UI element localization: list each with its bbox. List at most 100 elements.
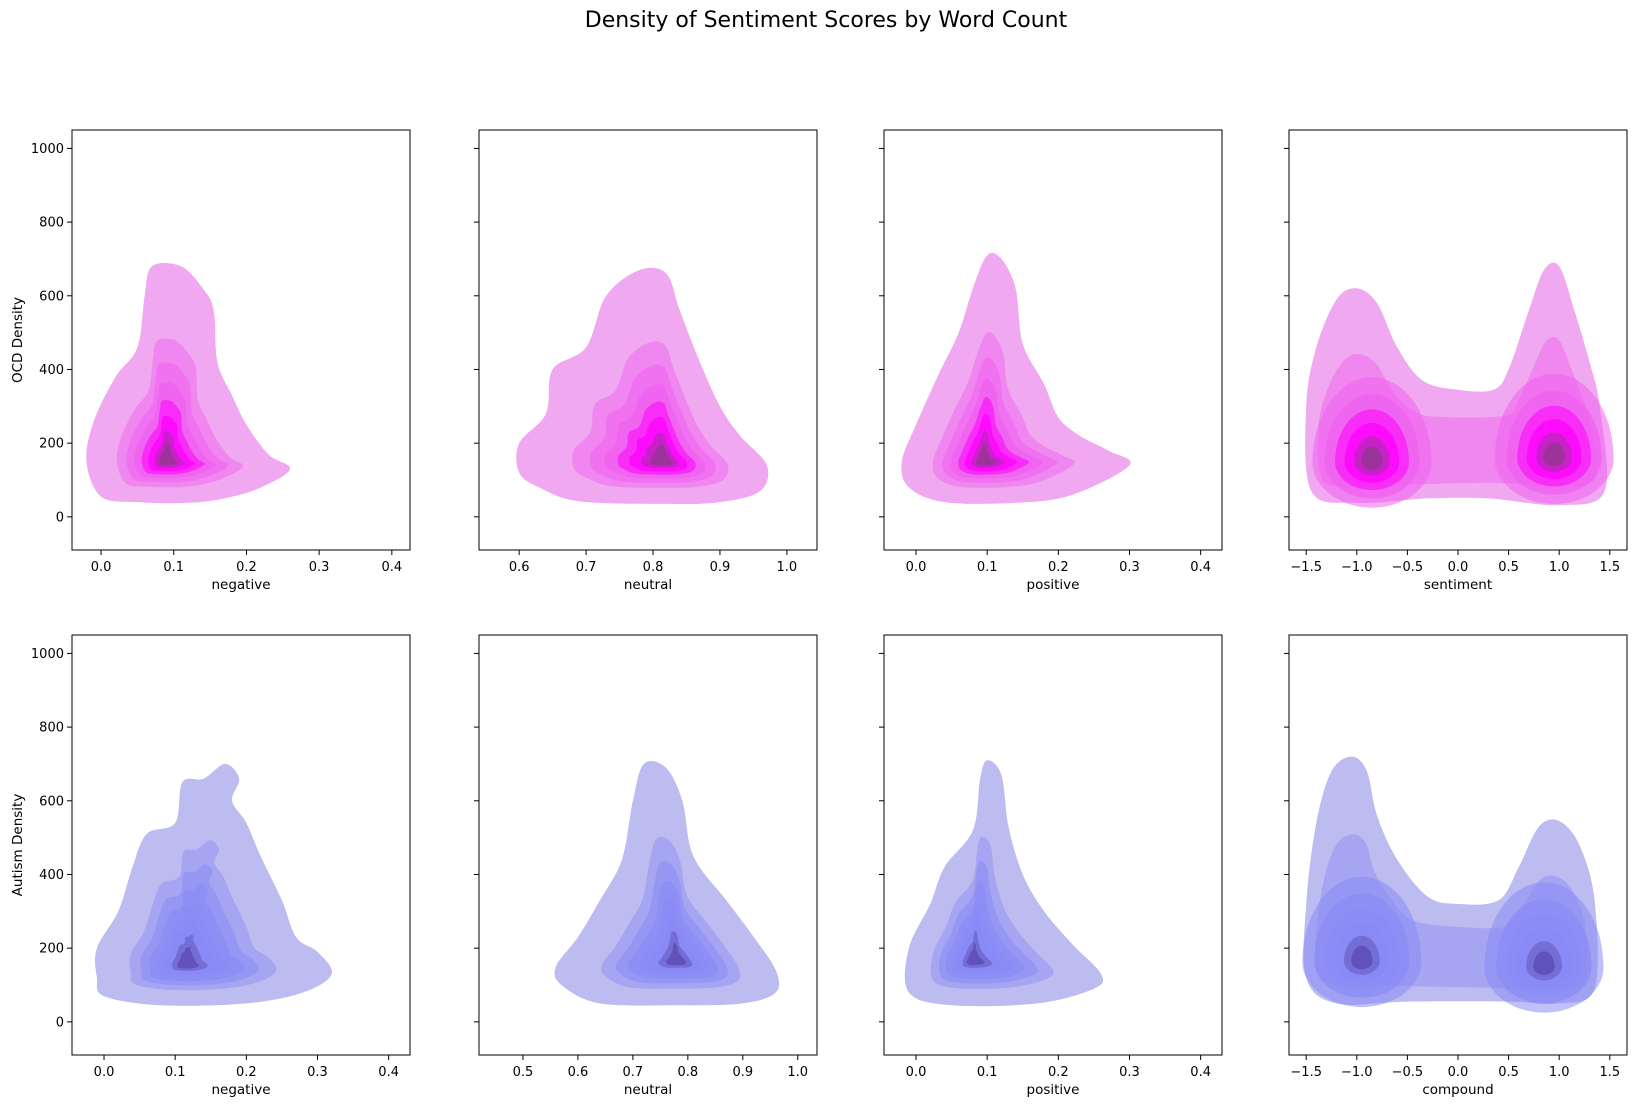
x-tick-label: 0.5 — [513, 1065, 534, 1080]
x-tick-label: 0.5 — [1498, 1065, 1519, 1080]
x-tick-label: 0.2 — [1048, 1065, 1069, 1080]
x-tick-label: 1.0 — [777, 560, 798, 575]
y-tick-label: 800 — [39, 721, 64, 736]
x-axis-label: positive — [1027, 577, 1080, 593]
density-level-8-mode-1 — [1533, 951, 1555, 975]
density-level-6 — [629, 417, 688, 472]
y-axis-label: OCD Density — [10, 297, 26, 383]
y-tick-label: 1000 — [31, 142, 64, 157]
subplot-ocd-negative: 0.0 0.1 0.2 0.3 0.4 0 200 400 600 800 1000 negative… — [10, 129, 411, 593]
y-tick-label: 600 — [39, 794, 64, 809]
density-level-8 — [665, 943, 687, 966]
x-tick-label: 0.1 — [163, 560, 184, 575]
density-contours — [554, 761, 780, 1006]
subplot-ocd-sentiment: −1.5 −1.0 −0.5 0.0 0.5 1.0 1.5 sentiment — [1284, 129, 1628, 593]
x-tick-label: 0.2 — [236, 560, 257, 575]
subplot-autism-negative: 0.0 0.1 0.2 0.3 0.4 0 200 400 600 800 1000 negative… — [10, 634, 411, 1098]
subplot-autism-neutral: 0.5 0.6 0.7 0.8 0.9 1.0 neutral — [474, 634, 818, 1098]
x-tick-label: 0.0 — [1448, 1065, 1469, 1080]
density-level-8 — [649, 444, 673, 466]
axes-frame — [478, 129, 818, 551]
x-tick-label: −0.5 — [1392, 1065, 1424, 1080]
x-tick-label: −1.0 — [1341, 1065, 1373, 1080]
axes-frame — [883, 129, 1223, 551]
x-tick-label: 0.7 — [576, 560, 597, 575]
x-tick-label: 0.2 — [1048, 560, 1069, 575]
subplot-ocd-positive: 0.0 0.1 0.2 0.3 0.4 positive — [879, 129, 1223, 593]
density-level-8 — [177, 946, 200, 969]
x-axis-label: sentiment — [1424, 577, 1492, 593]
x-axis-label: negative — [211, 1082, 270, 1098]
density-contours — [94, 763, 333, 1006]
x-tick-label: 0.8 — [643, 560, 664, 575]
axes-frame — [71, 129, 411, 551]
x-tick-label: −1.5 — [1290, 1065, 1322, 1080]
density-level-6 — [148, 415, 195, 472]
y-tick-label: 200 — [39, 942, 64, 957]
x-tick-label: 0.3 — [1119, 560, 1140, 575]
y-tick-label: 400 — [39, 868, 64, 883]
x-tick-label: 0.9 — [732, 1065, 753, 1080]
density-contours — [86, 263, 291, 504]
x-tick-label: 0.0 — [906, 560, 927, 575]
x-tick-label: 0.5 — [1498, 560, 1519, 575]
x-tick-label: 0.4 — [1190, 1065, 1211, 1080]
density-level-8-mode-0 — [1361, 446, 1383, 470]
x-tick-label: 0.8 — [678, 1065, 699, 1080]
x-tick-label: −1.5 — [1290, 560, 1322, 575]
figure-title: Density of Sentiment Scores by Word Coun… — [585, 8, 1068, 33]
x-axis-label: neutral — [624, 577, 672, 593]
x-tick-label: 0.4 — [381, 560, 402, 575]
x-tick-label: 0.0 — [91, 560, 112, 575]
y-tick-label: 800 — [39, 216, 64, 231]
x-tick-label: 0.0 — [94, 1065, 115, 1080]
y-tick-label: 600 — [39, 289, 64, 304]
density-level-8-mode-1 — [1543, 442, 1565, 467]
x-axis-label: negative — [211, 577, 270, 593]
y-tick-label: 0 — [56, 1015, 64, 1030]
axes-frame — [478, 634, 818, 1056]
x-tick-label: 0.6 — [568, 1065, 589, 1080]
x-tick-label: 0.6 — [509, 560, 530, 575]
x-tick-label: 1.5 — [1599, 560, 1620, 575]
x-tick-label: 0.9 — [710, 560, 731, 575]
subplot-autism-compound: −1.5 −1.0 −0.5 0.0 0.5 1.0 1.5 compound — [1284, 634, 1628, 1098]
axes-frame — [883, 634, 1223, 1056]
x-tick-label: 0.0 — [1448, 560, 1469, 575]
x-tick-label: 0.7 — [623, 1065, 644, 1080]
x-tick-label: 1.0 — [1549, 1065, 1570, 1080]
y-tick-label: 1000 — [31, 647, 64, 662]
y-axis-label: Autism Density — [10, 794, 26, 897]
density-level-8 — [976, 442, 997, 466]
x-tick-label: 0.0 — [906, 1065, 927, 1080]
density-level-6 — [964, 413, 1018, 472]
x-tick-label: 0.4 — [1190, 560, 1211, 575]
x-tick-label: 0.4 — [378, 1065, 399, 1080]
y-tick-label: 400 — [39, 363, 64, 378]
density-contours — [516, 267, 769, 505]
y-tick-label: 200 — [39, 437, 64, 452]
subplot-grid: 0.0 0.1 0.2 0.3 0.4 0 200 400 600 800 1000 negative… — [10, 129, 1628, 1098]
density-contours — [1302, 756, 1604, 1013]
x-tick-label: 1.0 — [1549, 560, 1570, 575]
x-tick-label: 0.1 — [977, 560, 998, 575]
x-axis-label: positive — [1027, 1082, 1080, 1098]
subplot-ocd-neutral: 0.6 0.7 0.8 0.9 1.0 neutral — [474, 129, 818, 593]
x-axis-label: compound — [1422, 1082, 1493, 1098]
x-tick-label: 0.2 — [236, 1065, 257, 1080]
density-level-8 — [159, 443, 178, 466]
axes-frame — [71, 634, 411, 1056]
x-tick-label: 1.5 — [1599, 1065, 1620, 1080]
density-contours — [904, 760, 1104, 1007]
x-tick-label: −1.0 — [1341, 560, 1373, 575]
density-contours — [901, 252, 1131, 504]
x-tick-label: 0.1 — [165, 1065, 186, 1080]
x-tick-label: 0.3 — [307, 1065, 328, 1080]
x-tick-label: 1.0 — [787, 1065, 808, 1080]
x-tick-label: 0.3 — [309, 560, 330, 575]
x-tick-label: 0.3 — [1119, 1065, 1140, 1080]
density-contours — [1305, 262, 1614, 508]
y-tick-label: 0 — [56, 510, 64, 525]
x-tick-label: 0.1 — [977, 1065, 998, 1080]
